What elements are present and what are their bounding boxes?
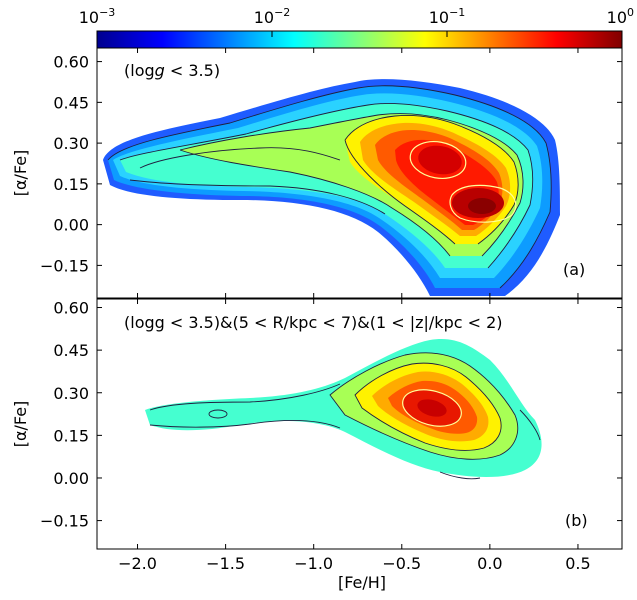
panel-b-label: (b)	[565, 511, 588, 530]
panel-b-contour-small	[208, 409, 228, 419]
panel-a-ylabel: [α/Fe]	[11, 150, 30, 197]
panel-a-peak-upper	[418, 145, 462, 175]
y-tick-label: 0.30	[53, 384, 89, 403]
colorbar-tick-label: 10−3	[79, 6, 116, 27]
panel-b-ticks: 0.60 0.45 0.30 0.15 0.00 −0.15 −2.0 −1.5 −1.0 −0.…	[40, 299, 622, 573]
y-tick-label: 0.45	[53, 341, 89, 360]
x-tick-label: −1.0	[294, 554, 333, 573]
panel-a-contour-outer	[107, 85, 552, 289]
x-tick-label: 0.0	[477, 554, 502, 573]
panel-a-label: (a)	[563, 260, 585, 279]
colorbar-tick-label: 10−1	[429, 6, 466, 27]
panel-b-contour-peak	[402, 389, 462, 427]
panel-a-peak-lower-core	[468, 198, 496, 214]
panel-a-contour-3	[179, 113, 524, 257]
panel-b-peak-core	[417, 399, 447, 417]
panel-b-density	[145, 339, 542, 480]
y-tick-label: 0.45	[53, 93, 89, 112]
y-tick-label: −0.15	[40, 512, 89, 531]
panel-b: 0.60 0.45 0.30 0.15 0.00 −0.15 −2.0 −1.5 −1.0 −0.…	[11, 298, 623, 592]
panel-b-annotation: (logg < 3.5)&(5 < R/kpc < 7)&(1 < |z|/kp…	[124, 313, 503, 332]
x-tick-label: −0.5	[382, 554, 421, 573]
x-tick-label: −1.5	[206, 554, 245, 573]
panel-b-contour-2	[329, 352, 519, 460]
panel-b-contour-edge	[439, 409, 541, 480]
colorbar: 10−3 10−2 10−1 100	[79, 6, 634, 49]
x-tick-label: −2.0	[118, 554, 157, 573]
x-tick-label: 0.5	[565, 554, 590, 573]
panel-a-contours	[107, 85, 552, 289]
panel-a-contour-peak-upper	[409, 141, 467, 179]
panel-a-annotation: (logg < 3.5)	[124, 61, 220, 80]
panel-b-contour-3	[354, 362, 502, 451]
panel-a-contour-peak-lower	[449, 184, 517, 223]
panel-a: 0.60 0.45 0.30 0.15 0.00 −0.15 (logg < 3.5) (…	[11, 47, 623, 299]
panel-b-ylabel: [α/Fe]	[11, 401, 30, 448]
x-axis-title: [Fe/H]	[338, 573, 386, 592]
panel-b-contours-inner	[402, 389, 462, 427]
panel-b-contours	[149, 352, 541, 480]
panel-a-contour-4	[344, 115, 519, 245]
panel-a-contour-6	[129, 179, 386, 215]
panel-b-contour-outer	[149, 383, 341, 429]
colorbar-ticks: 10−3 10−2 10−1 100	[79, 6, 634, 37]
y-tick-label: 0.00	[53, 469, 89, 488]
y-tick-label: 0.60	[53, 53, 89, 72]
y-tick-label: −0.15	[40, 256, 89, 275]
colorbar-tick-label: 10−2	[254, 6, 291, 27]
y-tick-label: 0.60	[53, 299, 89, 318]
panel-a-ticks: 0.60 0.45 0.30 0.15 0.00 −0.15	[40, 48, 622, 298]
panel-a-frame	[96, 47, 623, 299]
y-tick-label: 0.00	[53, 216, 89, 235]
panel-b-frame	[96, 298, 623, 550]
panel-a-contour-2	[119, 102, 534, 269]
panel-a-contour-5	[139, 147, 341, 169]
colorbar-gradient	[96, 30, 623, 49]
panel-a-density	[103, 79, 560, 296]
panel-a-contours-inner	[409, 141, 517, 223]
colorbar-tick-label: 100	[607, 6, 634, 27]
y-tick-label: 0.30	[53, 134, 89, 153]
y-tick-label: 0.15	[53, 426, 89, 445]
y-tick-label: 0.15	[53, 175, 89, 194]
